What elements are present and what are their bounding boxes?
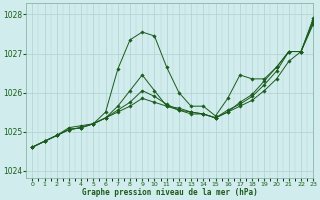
- X-axis label: Graphe pression niveau de la mer (hPa): Graphe pression niveau de la mer (hPa): [82, 188, 258, 197]
